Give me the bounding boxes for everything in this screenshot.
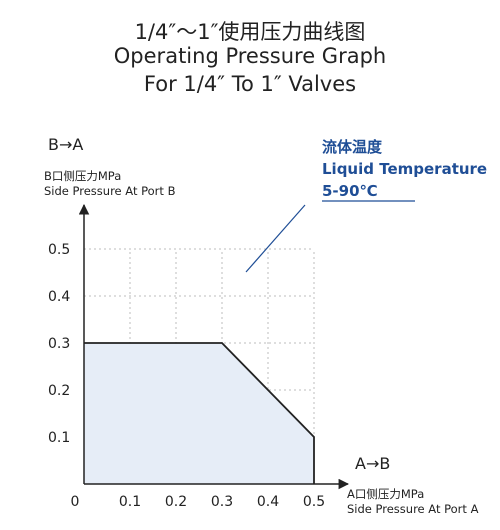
operating-area <box>84 343 314 484</box>
x-tick-label: 0.2 <box>165 494 187 510</box>
y-tick-label: 0.1 <box>48 430 70 446</box>
y-tick-label: 0.5 <box>48 242 70 258</box>
y-tick-label: 0.3 <box>48 336 70 352</box>
title-english-line-2: For 1/4″ To 1″ Valves <box>143 72 357 96</box>
pressure-curve-line <box>84 342 315 484</box>
x-direction-label: A→B <box>355 454 390 473</box>
title-english-line-1: Operating Pressure Graph <box>113 44 387 68</box>
annotation-chinese: 流体温度 <box>322 138 383 156</box>
x-axis-label-chinese: A口侧压力MPa <box>347 487 424 501</box>
annotation-leader-line <box>245 204 306 273</box>
y-axis-label-chinese: B口侧压力MPa <box>44 169 121 183</box>
y-axis-label-english: Side Pressure At Port B <box>44 184 176 198</box>
x-axis-label-english: Side Pressure At Port A <box>347 502 479 516</box>
y-tick-label: 0.2 <box>48 383 70 399</box>
x-tick-label: 0.3 <box>211 494 233 510</box>
annotation-temperature-range: 5-90℃ <box>322 182 378 200</box>
x-tick-label: 0 <box>71 494 80 510</box>
annotation-english: Liquid Temperature <box>322 160 487 178</box>
y-direction-label: B→A <box>48 135 83 154</box>
title-chinese: 1/4″〜1″使用压力曲线图 <box>134 20 366 44</box>
x-tick-labels: 0 0.1 0.2 0.3 0.4 0.5 <box>71 494 326 510</box>
x-tick-label: 0.4 <box>257 494 279 510</box>
x-tick-label: 0.1 <box>119 494 141 510</box>
x-tick-label: 0.5 <box>303 494 325 510</box>
y-tick-labels: 0.1 0.2 0.3 0.4 0.5 <box>48 242 70 446</box>
y-tick-label: 0.4 <box>48 289 70 305</box>
